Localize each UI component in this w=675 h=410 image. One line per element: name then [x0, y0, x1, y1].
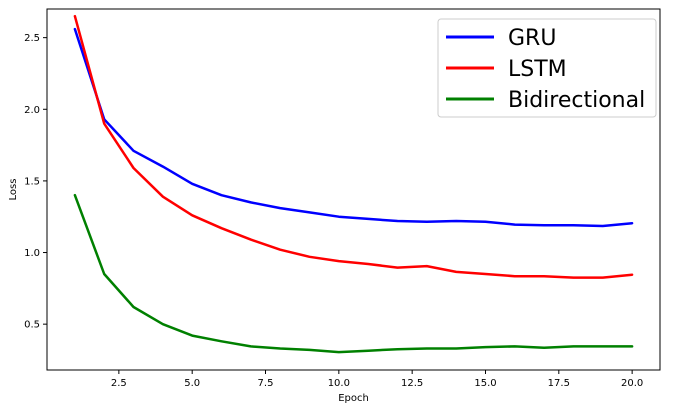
x-tick-label: 7.5 — [258, 378, 274, 389]
y-axis-ticks: 0.5 1.0 1.5 2.0 2.5 — [24, 33, 47, 331]
plot-area-frame — [46, 8, 661, 371]
legend: GRU LSTM Bidirectional — [437, 18, 657, 118]
y-tick-label: 1.5 — [24, 176, 40, 187]
x-tick-label: 10.0 — [328, 378, 350, 389]
y-tick-label: 2.5 — [24, 33, 40, 44]
y-axis-label: Loss — [8, 179, 19, 201]
x-axis-label: Epoch — [338, 393, 369, 404]
legend-label: GRU — [508, 26, 556, 51]
x-tick-label: 17.5 — [548, 378, 570, 389]
series-line-lstm — [73, 14, 634, 279]
y-tick-label: 2.0 — [24, 105, 40, 116]
series-line-gru — [73, 27, 634, 228]
y-tick-label: 1.0 — [24, 248, 40, 259]
legend-label: Bidirectional — [508, 88, 645, 113]
y-tick-label: 0.5 — [24, 320, 40, 331]
legend-box — [437, 18, 657, 118]
x-tick-label: 5.0 — [184, 378, 200, 389]
x-axis-ticks: 2.5 5.0 7.5 10.0 12.5 15.0 17.5 20.0 — [111, 370, 643, 389]
x-tick-label: 20.0 — [621, 378, 643, 389]
series-lines — [73, 14, 634, 354]
x-tick-label: 12.5 — [401, 378, 423, 389]
x-tick-label: 2.5 — [111, 378, 127, 389]
legend-label: LSTM — [508, 57, 567, 82]
series-line-bidirectional — [73, 193, 634, 354]
x-tick-label: 15.0 — [474, 378, 496, 389]
